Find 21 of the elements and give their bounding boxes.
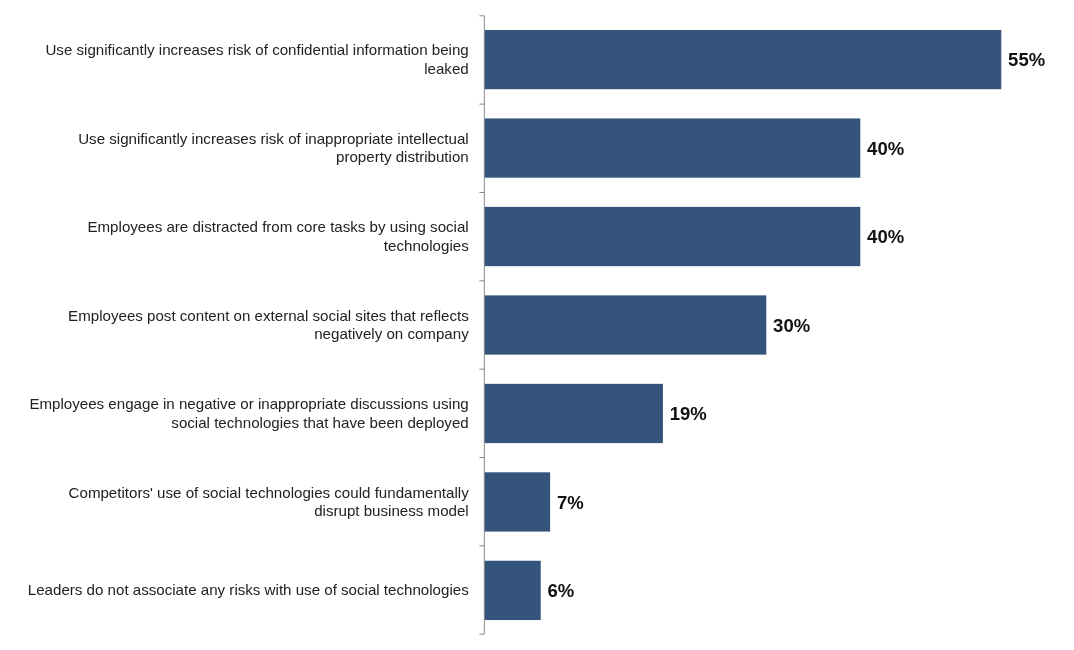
data-label: 30% <box>773 314 811 336</box>
data-label: 7% <box>556 491 584 513</box>
y-tick-label: Use significantly increases risk of inappropriate intellectual property distribution <box>78 129 469 166</box>
data-label: 19% <box>669 403 707 425</box>
bar <box>484 383 663 444</box>
bar <box>484 206 861 267</box>
bar <box>484 118 861 178</box>
bar <box>484 560 541 621</box>
y-tick-label: Employees are distracted from core tasks by using social technologies <box>87 218 470 254</box>
y-tick-label: Employees engage in negative or inappropriate discussions using social technologies that have been deployed <box>29 395 469 431</box>
y-tick-label: Competitors' use of social technologies could fundamentally disrupt business model <box>68 483 470 520</box>
y-tick-label: Leaders do not associate any risks with use of social technologies <box>27 581 470 599</box>
data-label: 40% <box>867 226 905 248</box>
y-tick-label: Employees post content on external social sites that reflects negatively on company <box>68 306 470 343</box>
data-label: 55% <box>1008 49 1046 71</box>
y-tick-label: Use significantly increases risk of confidential information being leaked <box>45 41 469 77</box>
bar <box>484 29 1002 90</box>
bar <box>484 295 767 355</box>
data-label: 40% <box>867 137 905 159</box>
bar <box>484 472 551 532</box>
data-label: 6% <box>547 580 575 602</box>
